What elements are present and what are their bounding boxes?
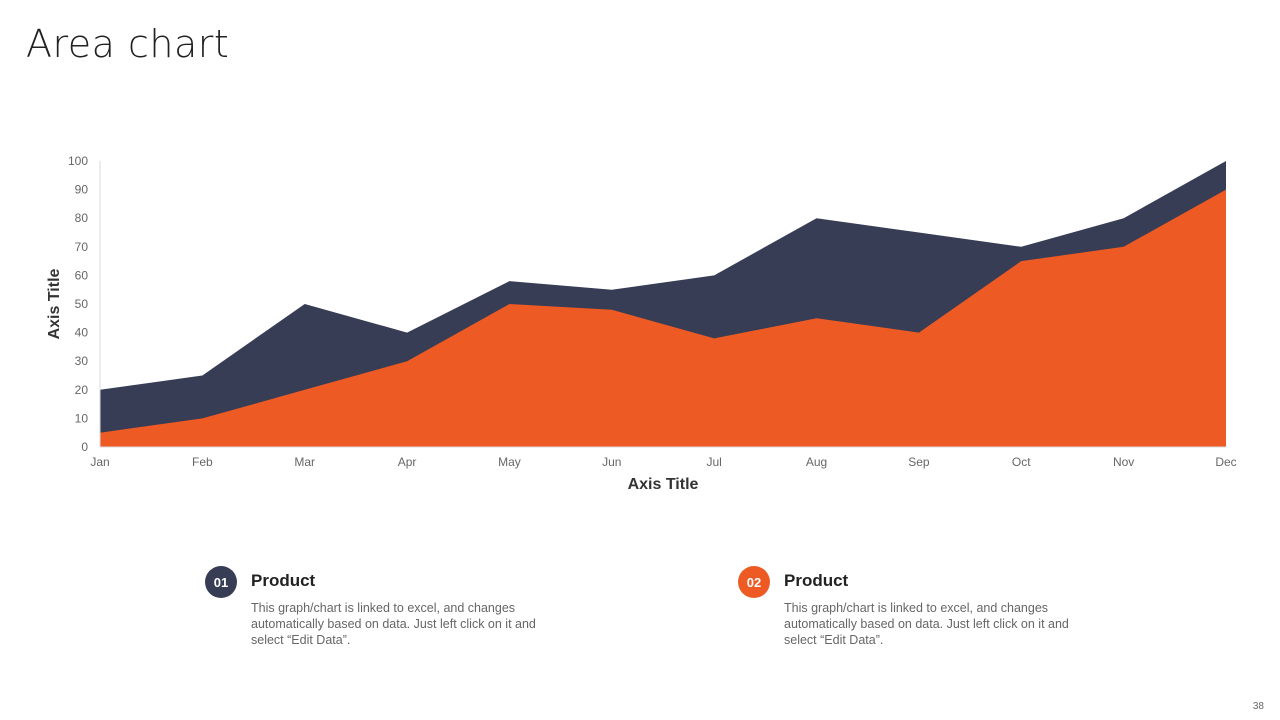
y-tick-label: 70 [75, 240, 89, 254]
number-badge-1: 01 [205, 566, 237, 598]
area-series-2 [100, 189, 1226, 447]
legend-description-2: This graph/chart is linked to excel, and… [784, 601, 1069, 647]
y-tick-label: 10 [75, 411, 89, 425]
legend-description-1: This graph/chart is linked to excel, and… [251, 601, 536, 647]
y-tick-label: 20 [75, 383, 89, 397]
x-tick-label: Jun [602, 455, 621, 469]
number-badge-2: 02 [738, 566, 770, 598]
page-number: 38 [1252, 701, 1264, 712]
x-tick-label: Dec [1215, 455, 1236, 469]
x-tick-label: Oct [1012, 455, 1031, 469]
x-tick-label: Jul [707, 455, 722, 469]
y-tick-label: 60 [75, 268, 89, 282]
x-tick-label: Nov [1113, 455, 1134, 469]
x-tick-label: Sep [908, 455, 930, 469]
y-axis-title: Axis Title [46, 268, 63, 339]
y-tick-label: 100 [68, 154, 88, 168]
x-tick-label: Feb [192, 455, 213, 469]
y-tick-label: 90 [75, 183, 89, 197]
y-tick-label: 50 [75, 297, 89, 311]
y-tick-label: 30 [75, 354, 89, 368]
legend-heading-1: Product [251, 571, 316, 590]
y-tick-label: 40 [75, 326, 89, 340]
slide-title: Area chart [26, 22, 230, 66]
x-tick-label: May [498, 455, 521, 469]
y-tick-label: 80 [75, 211, 89, 225]
x-tick-label: Apr [398, 455, 417, 469]
x-tick-label: Mar [294, 455, 315, 469]
legend-heading-2: Product [784, 571, 849, 590]
area-chart: 0 10 20 30 40 50 60 70 80 90 100 Jan Feb Mar Apr May Ju… [46, 154, 1237, 493]
y-tick-label: 0 [81, 440, 88, 454]
x-tick-label: Aug [806, 455, 827, 469]
x-axis-title: Axis Title [628, 476, 699, 493]
x-tick-label: Jan [90, 455, 109, 469]
